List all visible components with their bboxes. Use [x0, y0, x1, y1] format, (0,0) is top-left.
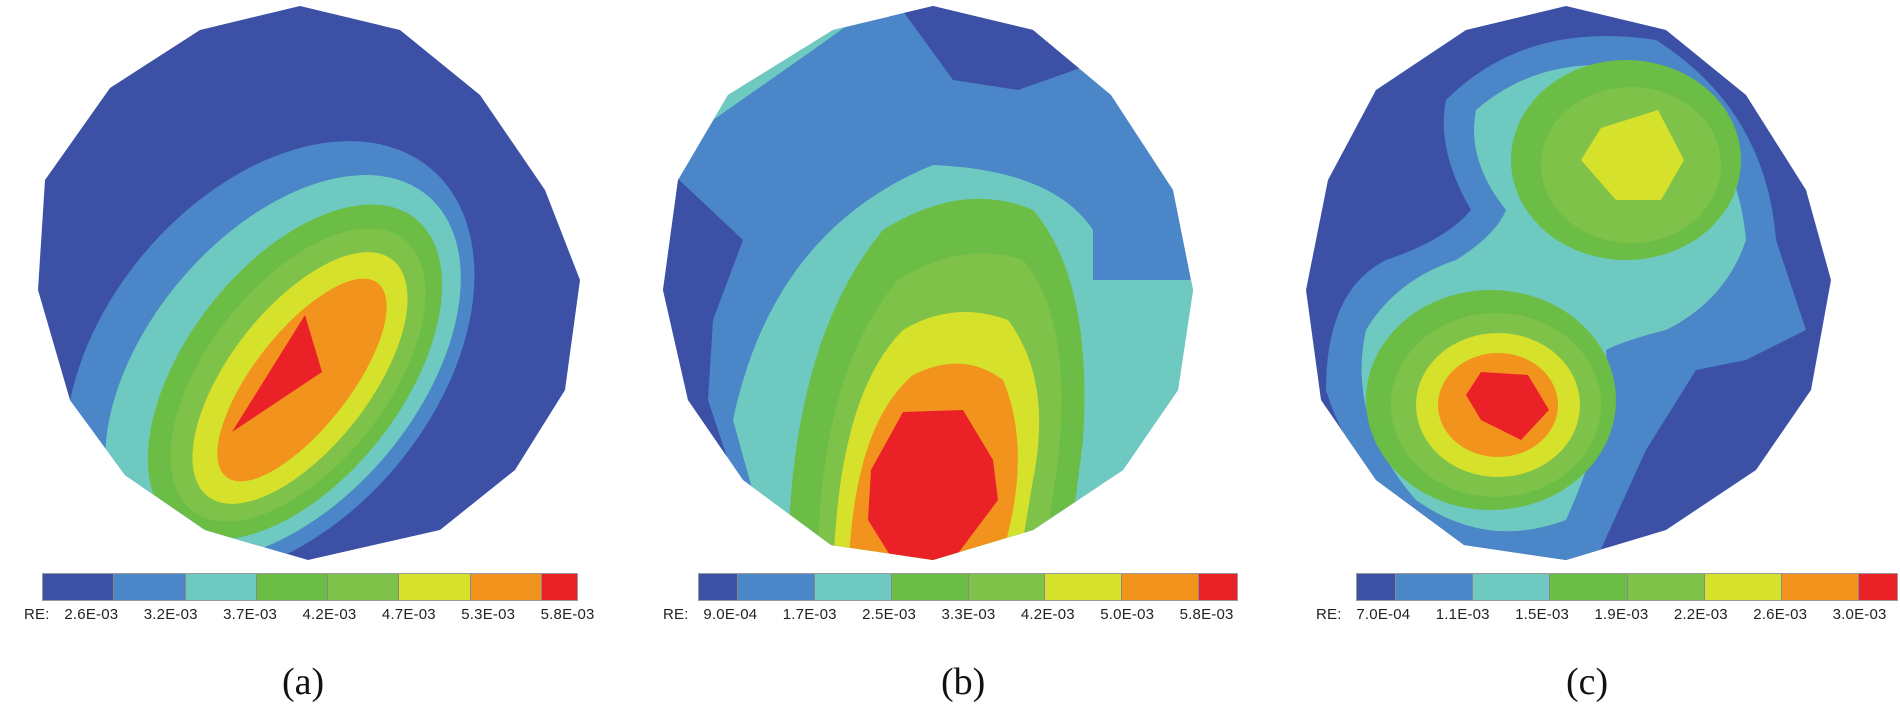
colorbar-seg [1472, 574, 1550, 600]
tick-label: 4.7E-03 [381, 606, 436, 623]
colorbar-c [1356, 573, 1898, 601]
colorbar-seg [1780, 574, 1858, 600]
colorbar-seg [327, 574, 399, 600]
tick-label: 2.2E-03 [1673, 606, 1728, 623]
tick-label: 2.6E-03 [64, 606, 119, 623]
caption-a: (a) [282, 661, 325, 703]
panel-a: RE: 2.6E-03 3.2E-03 3.7E-03 4.2E-03 4.7E… [0, 0, 633, 711]
colorbar-seg [699, 574, 737, 600]
tick-label: 7.0E-04 [1356, 606, 1411, 623]
caption-b: (b) [941, 661, 986, 703]
tick-label: 4.2E-03 [1020, 606, 1075, 623]
colorbar-seg [184, 574, 256, 600]
tick-label: 3.0E-03 [1832, 606, 1887, 623]
tick-label: 1.9E-03 [1594, 606, 1649, 623]
level-8 [1466, 372, 1549, 440]
contour-map-b [663, 6, 1193, 560]
caption-c: (c) [1566, 661, 1609, 703]
tick-label: 5.8E-03 [1179, 606, 1234, 623]
tick-label: 3.3E-03 [941, 606, 996, 623]
contour-map-a [38, 6, 580, 560]
colorbar-seg [1198, 574, 1237, 600]
legend-prefix: RE: [24, 606, 50, 623]
colorbar-seg [1626, 574, 1704, 600]
colorbar-b [698, 573, 1238, 601]
panel-c: RE: 7.0E-04 1.1E-03 1.5E-03 1.9E-03 2.2E… [1266, 0, 1899, 711]
colorbar-seg [1357, 574, 1396, 600]
level-6 [1581, 110, 1684, 200]
tick-label: 3.7E-03 [223, 606, 278, 623]
tick-label: 1.7E-03 [782, 606, 837, 623]
tick-label: 2.6E-03 [1753, 606, 1808, 623]
colorbar-seg [113, 574, 185, 600]
legend-prefix: RE: [1316, 606, 1342, 623]
tick-label: 1.5E-03 [1515, 606, 1570, 623]
panel-b: RE: 9.0E-04 1.7E-03 2.5E-03 3.3E-03 4.2E… [633, 0, 1266, 711]
colorbar-seg [967, 574, 1045, 600]
tick-label: 3.2E-03 [143, 606, 198, 623]
colorbar-seg [1044, 574, 1122, 600]
colorbar-seg [736, 574, 814, 600]
colorbar-seg [1549, 574, 1627, 600]
level-8 [868, 410, 998, 560]
colorbar-seg [813, 574, 891, 600]
colorbar-seg [890, 574, 968, 600]
colorbar-seg [43, 574, 114, 600]
tick-label: 4.2E-03 [302, 606, 357, 623]
tick-label: 1.1E-03 [1435, 606, 1490, 623]
colorbar-ticks-c: RE: 7.0E-04 1.1E-03 1.5E-03 1.9E-03 2.2E… [1316, 606, 1887, 623]
tick-label: 9.0E-04 [703, 606, 758, 623]
colorbar-seg [398, 574, 470, 600]
tick-label: 5.0E-03 [1100, 606, 1155, 623]
level-8 [232, 315, 322, 432]
colorbar-a [42, 573, 578, 601]
contour-map-c [1306, 6, 1831, 560]
colorbar-seg [1121, 574, 1199, 600]
colorbar-ticks-a: RE: 2.6E-03 3.2E-03 3.7E-03 4.2E-03 4.7E… [24, 606, 595, 623]
tick-label: 5.3E-03 [461, 606, 516, 623]
legend-prefix: RE: [663, 606, 689, 623]
colorbar-seg [1857, 574, 1897, 600]
colorbar-seg [255, 574, 328, 600]
tick-label: 2.5E-03 [862, 606, 917, 623]
tick-label: 5.8E-03 [540, 606, 595, 623]
colorbar-seg [469, 574, 541, 600]
colorbar-ticks-b: RE: 9.0E-04 1.7E-03 2.5E-03 3.3E-03 4.2E… [663, 606, 1234, 623]
colorbar-seg [540, 574, 577, 600]
colorbar-seg [1395, 574, 1473, 600]
colorbar-seg [1703, 574, 1781, 600]
